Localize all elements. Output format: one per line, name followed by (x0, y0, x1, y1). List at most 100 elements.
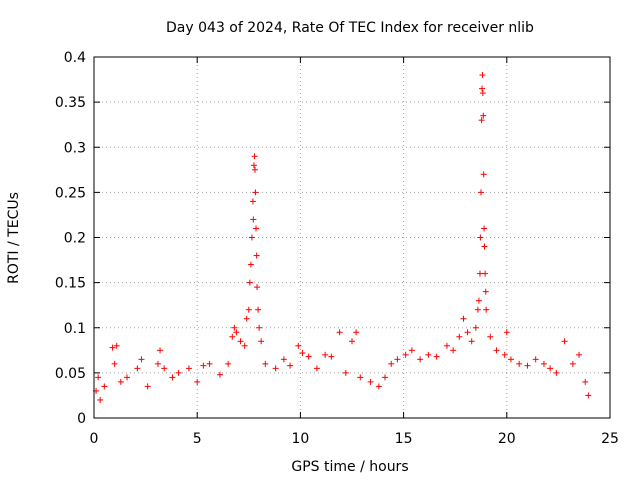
plot-border (93, 56, 611, 419)
data-point (255, 306, 262, 313)
y-tick-label: 0.2 (64, 231, 86, 247)
data-point (547, 365, 554, 372)
data-point (483, 306, 490, 313)
data-point (468, 338, 475, 345)
data-point (474, 306, 481, 313)
data-point (336, 329, 343, 336)
x-tick-label: 0 (90, 431, 99, 447)
data-point (262, 360, 269, 367)
data-point (478, 189, 484, 196)
data-point (258, 338, 265, 345)
data-point (540, 360, 547, 367)
y-axis-label: ROTI / TECUs (6, 192, 22, 284)
data-point (287, 362, 294, 369)
data-point (109, 344, 116, 351)
data-point (295, 342, 302, 349)
data-point (349, 338, 355, 345)
data-point (124, 374, 131, 381)
data-point (245, 306, 252, 313)
y-tick-label: 0.1 (64, 321, 86, 337)
data-point (138, 356, 145, 363)
data-point (425, 351, 432, 358)
y-tick-label: 0.05 (55, 366, 86, 382)
data-point (250, 216, 257, 223)
data-point (272, 365, 279, 372)
data-point (175, 369, 182, 376)
data-point (253, 252, 260, 259)
data-point (480, 112, 487, 119)
data-point (252, 189, 259, 196)
data-point (478, 117, 485, 124)
data-point (299, 350, 306, 357)
data-point (251, 153, 258, 160)
data-point (111, 360, 118, 367)
data-point (305, 353, 312, 360)
data-point (154, 360, 161, 367)
data-point (479, 72, 486, 79)
data-point (443, 342, 450, 349)
data-point (169, 374, 176, 381)
data-point (569, 360, 576, 367)
data-point (157, 347, 164, 354)
data-point (225, 360, 232, 367)
data-point (250, 162, 257, 169)
data-point (482, 288, 489, 295)
data-point (113, 342, 120, 349)
data-point (476, 270, 483, 277)
data-points (93, 72, 592, 403)
data-point (206, 360, 213, 367)
data-point (117, 378, 124, 385)
data-point (161, 365, 168, 372)
data-point (367, 378, 374, 385)
data-point (516, 360, 523, 367)
data-point (97, 396, 104, 403)
data-point (328, 353, 335, 360)
data-point (561, 338, 568, 345)
data-point (479, 90, 486, 97)
data-point (394, 356, 401, 363)
data-point (144, 383, 151, 390)
data-point (280, 356, 287, 363)
data-point (585, 392, 592, 399)
data-point (507, 356, 514, 363)
data-point (503, 329, 510, 336)
data-point (524, 362, 531, 369)
data-point (254, 284, 261, 291)
data-point (313, 365, 320, 372)
data-point (256, 324, 263, 331)
x-tick-label: 10 (291, 431, 309, 447)
data-point (479, 85, 486, 92)
data-point (253, 225, 260, 232)
data-point (231, 324, 238, 331)
data-point (464, 329, 471, 336)
data-point (481, 243, 488, 250)
chart-title: Day 043 of 2024, Rate Of TEC Index for r… (166, 20, 534, 36)
data-point (237, 338, 244, 345)
data-point (460, 315, 467, 322)
data-point (375, 383, 382, 390)
data-point (553, 369, 560, 376)
data-point (342, 369, 349, 376)
data-point (247, 261, 254, 268)
data-point (322, 351, 329, 358)
data-point (185, 365, 192, 372)
axis-ticks: 0 0.05 0.1 0.15 0.2 0.25 0.3 0.35 0.4 0 5 10 15 20 25 (55, 50, 619, 447)
data-point (388, 360, 395, 367)
data-point (251, 166, 258, 173)
data-point (472, 324, 479, 331)
data-point (95, 374, 102, 381)
data-point (382, 374, 389, 381)
data-point (475, 297, 482, 304)
data-point (417, 356, 424, 363)
data-point (456, 333, 463, 340)
data-point (216, 371, 223, 378)
data-point (480, 171, 487, 178)
data-point (353, 329, 360, 336)
x-tick-label: 5 (193, 431, 202, 447)
data-point (532, 356, 539, 363)
grid-lines (94, 57, 610, 418)
data-point (229, 333, 236, 340)
data-point (487, 333, 494, 340)
data-point (481, 225, 488, 232)
data-point (576, 351, 583, 358)
